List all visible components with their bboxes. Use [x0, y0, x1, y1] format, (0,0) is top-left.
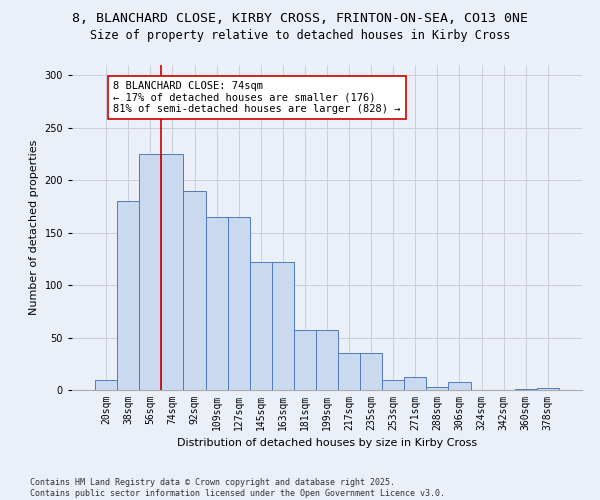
- Bar: [404, 378, 427, 390]
- Text: Size of property relative to detached houses in Kirby Cross: Size of property relative to detached ho…: [90, 29, 510, 42]
- Bar: [515, 389, 537, 390]
- Bar: [537, 388, 559, 390]
- Bar: [448, 382, 470, 390]
- Bar: [316, 330, 338, 390]
- Bar: [139, 154, 161, 390]
- X-axis label: Distribution of detached houses by size in Kirby Cross: Distribution of detached houses by size …: [177, 438, 477, 448]
- Bar: [117, 202, 139, 390]
- Bar: [294, 330, 316, 390]
- Bar: [184, 191, 206, 390]
- Bar: [206, 217, 227, 390]
- Bar: [272, 262, 294, 390]
- Text: Contains HM Land Registry data © Crown copyright and database right 2025.
Contai: Contains HM Land Registry data © Crown c…: [30, 478, 445, 498]
- Text: 8 BLANCHARD CLOSE: 74sqm
← 17% of detached houses are smaller (176)
81% of semi-: 8 BLANCHARD CLOSE: 74sqm ← 17% of detach…: [113, 80, 400, 114]
- Bar: [338, 354, 360, 390]
- Bar: [161, 154, 184, 390]
- Bar: [427, 387, 448, 390]
- Bar: [250, 262, 272, 390]
- Y-axis label: Number of detached properties: Number of detached properties: [29, 140, 39, 315]
- Bar: [227, 217, 250, 390]
- Bar: [382, 380, 404, 390]
- Text: 8, BLANCHARD CLOSE, KIRBY CROSS, FRINTON-ON-SEA, CO13 0NE: 8, BLANCHARD CLOSE, KIRBY CROSS, FRINTON…: [72, 12, 528, 26]
- Bar: [95, 380, 117, 390]
- Bar: [360, 354, 382, 390]
